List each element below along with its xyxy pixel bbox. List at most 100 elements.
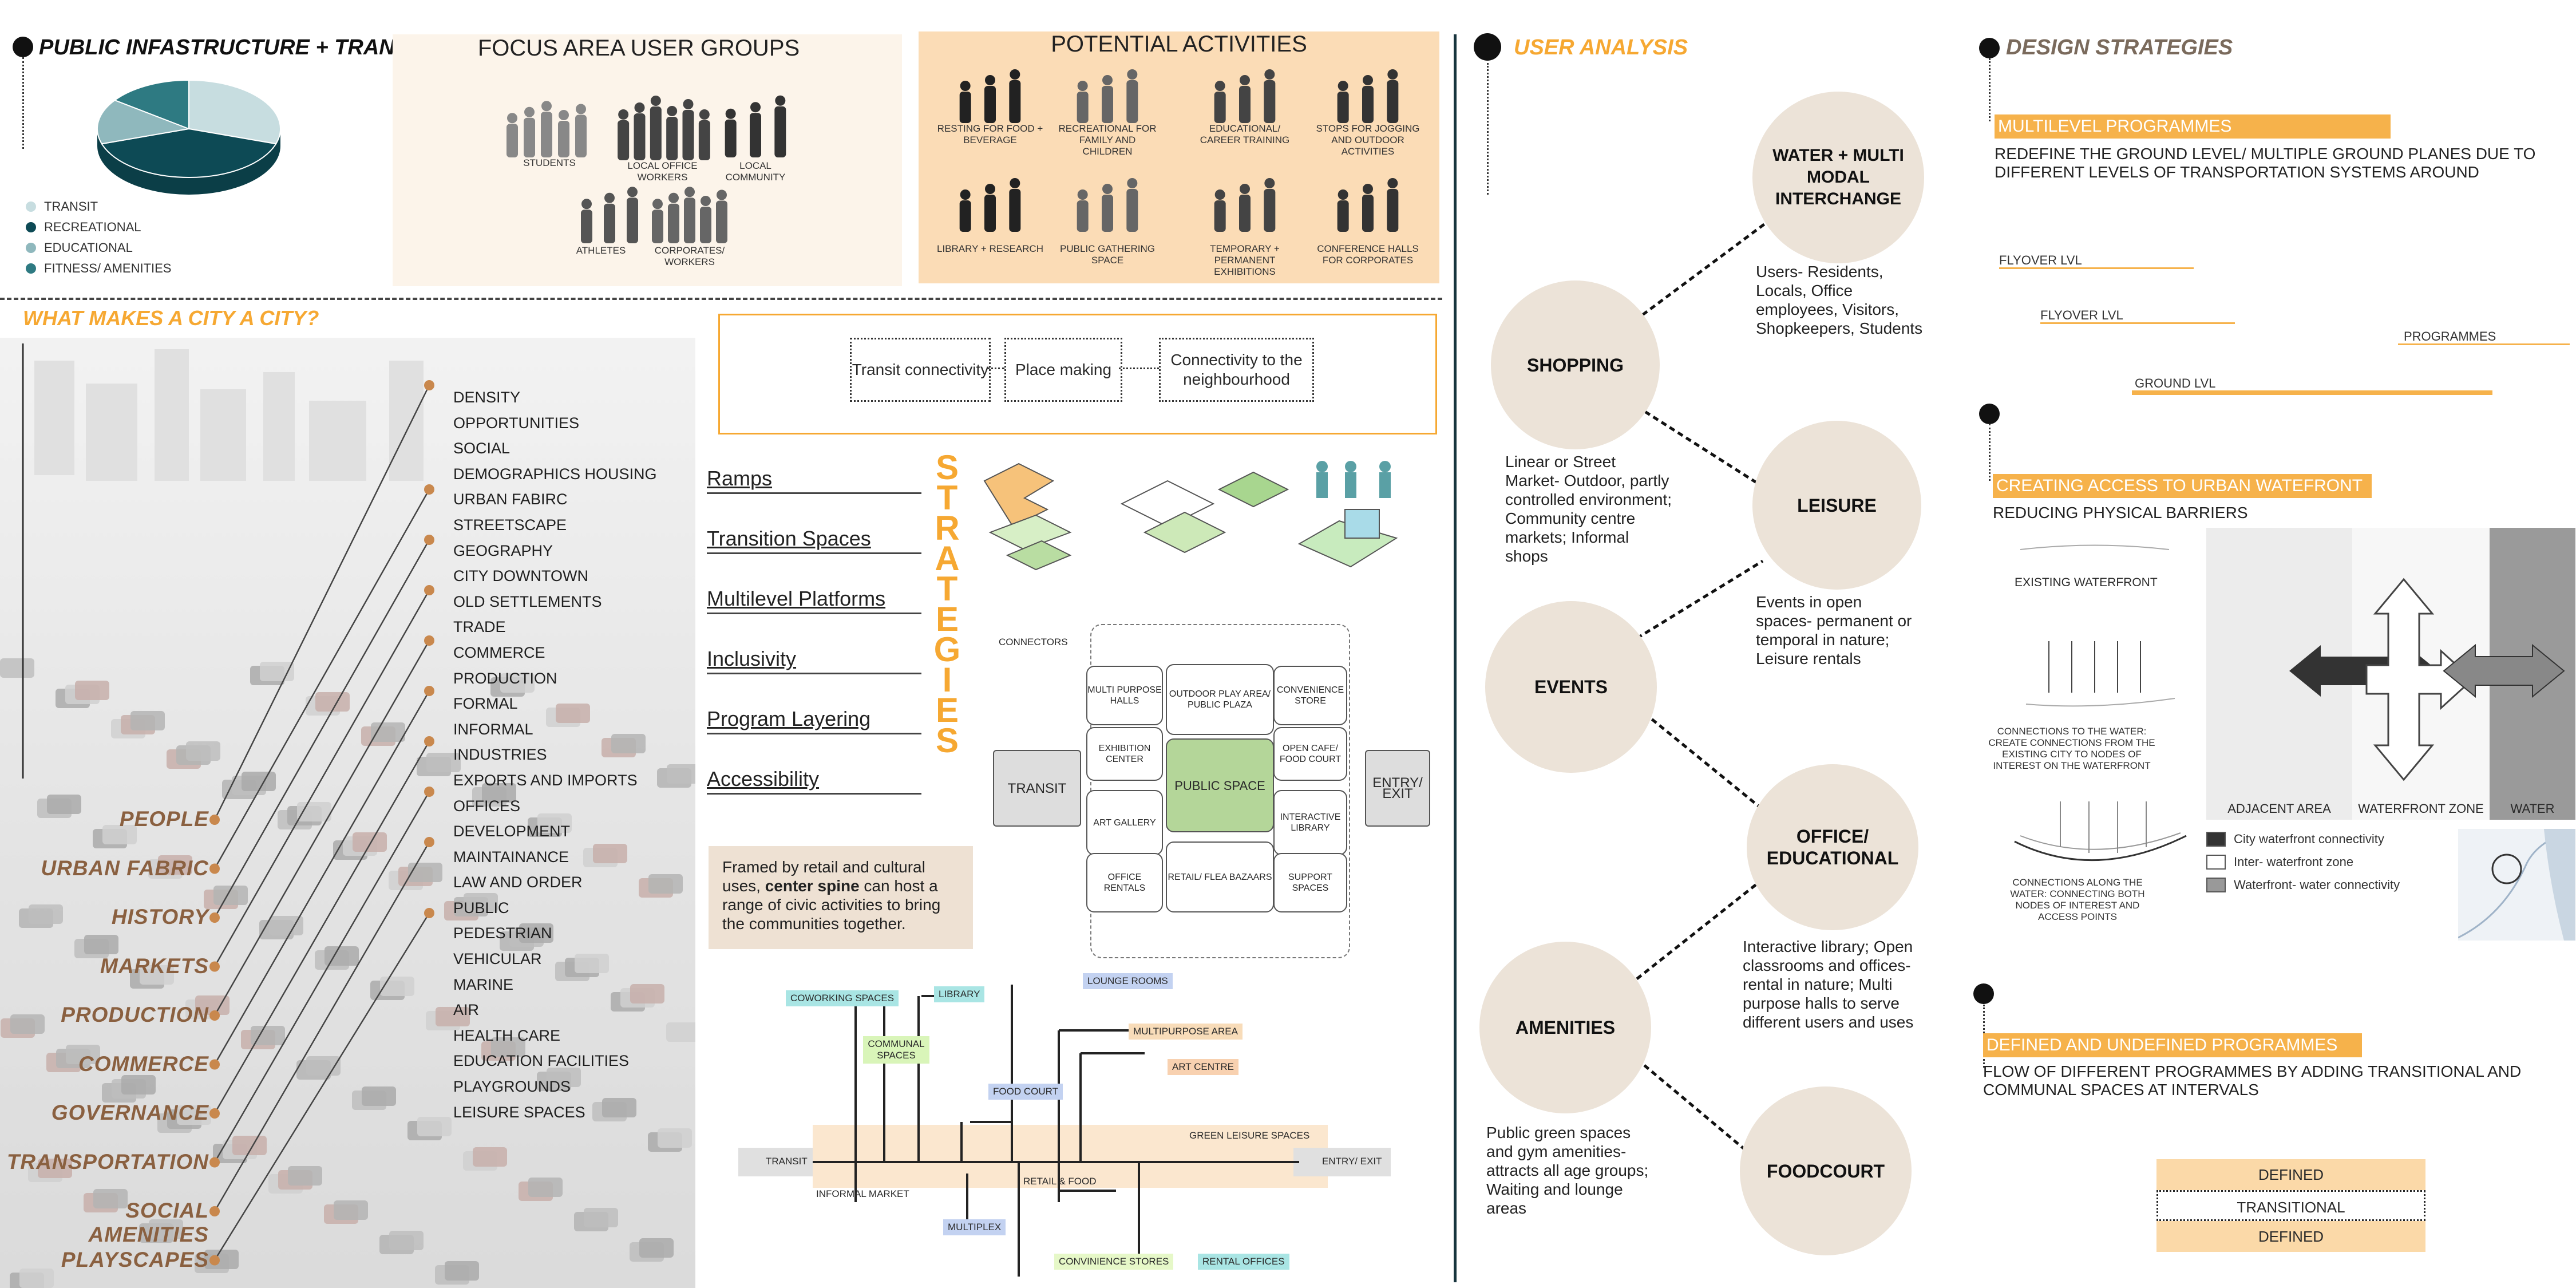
level-line (2398, 343, 2570, 345)
waterfront-sketch (2014, 544, 2187, 862)
car (667, 764, 695, 784)
legend-item: TRANSIT (26, 199, 98, 214)
city-attribute: PRODUCTION (453, 669, 557, 687)
car (149, 1219, 183, 1239)
section-bullet (1979, 38, 2000, 58)
category-dot (209, 1010, 220, 1021)
city-attribute: OFFICES (453, 797, 521, 815)
strategy-underline (707, 552, 921, 554)
section-bullet (1474, 33, 1501, 61)
zone-retail: RETAIL/ FLEA BAZAARS (1166, 841, 1274, 912)
strategy-item: Accessibility (707, 767, 820, 791)
car (519, 923, 553, 943)
category-dot (209, 815, 220, 825)
car (436, 1007, 470, 1026)
level-flyover-1: FLYOVER LVL (1999, 253, 2082, 267)
user-analysis-title: USER ANALYSIS (1514, 35, 1688, 60)
car (602, 1098, 636, 1117)
category-dot (209, 1059, 220, 1070)
city-attribute: PEDESTRIAN (453, 924, 552, 942)
user-analysis-links (1636, 222, 1767, 1163)
strategy-illustrations (983, 461, 1398, 571)
people-silhouette (1214, 178, 1276, 232)
city-attribute: DEMOGRAPHICS HOUSING (453, 465, 657, 483)
spine-informal: INFORMAL MARKET (816, 1188, 909, 1199)
city-attribute: OLD SETTLEMENTS (453, 592, 602, 610)
spine-lounge: LOUNGE ROOMS (1083, 973, 1173, 989)
car (213, 886, 248, 905)
user-group-label: LOCAL OFFICE WORKERS (627, 160, 698, 183)
car (666, 1022, 695, 1042)
activity-label: STOPS FOR JOGGING AND OUTDOOR ACTIVITIES (1316, 123, 1420, 157)
s3-label: DEFINED AND UNDEFINED PROGRAMMES (1983, 1033, 2362, 1057)
city-category: SOCIAL AMENITIES (88, 1199, 209, 1246)
car (593, 844, 627, 863)
people-silhouette (1214, 69, 1276, 123)
attribute-dot (424, 635, 434, 646)
desc-leisure: Events in open spaces- permanent or temp… (1756, 593, 1912, 667)
car (84, 935, 118, 954)
node-events: EVENTS (1485, 601, 1657, 773)
level-programmes: PROGRAMMES (2404, 329, 2496, 343)
city-attribute: CITY DOWNTOWN (453, 567, 588, 585)
legend-label: City waterfront connectivity (2234, 832, 2384, 846)
city-attribute: DENSITY (453, 389, 521, 406)
city-attribute: HEALTH CARE (453, 1026, 561, 1044)
legend-swatch (26, 243, 36, 253)
car (315, 692, 350, 712)
user-group-label: STUDENTS (523, 157, 576, 168)
strategy-underline (707, 613, 921, 614)
car (482, 783, 516, 803)
car (130, 711, 165, 730)
legend-swatch (26, 222, 36, 232)
activity-label: RECREATIONAL FOR FAMILY AND CHILDREN (1058, 123, 1157, 157)
focus-area-title: FOCUS AREA USER GROUPS (477, 35, 800, 61)
spine-transit: TRANSIT (766, 1156, 808, 1167)
city-category: COMMERCE (78, 1052, 209, 1076)
car (584, 1208, 618, 1227)
spine-multiplex: MULTIPLEX (943, 1219, 1006, 1235)
car (547, 1068, 581, 1087)
car (269, 916, 303, 935)
focus-area-panel (393, 34, 902, 286)
strategy-underline (707, 673, 921, 674)
strategy-underline (707, 733, 921, 734)
city-attribute: FORMAL (453, 695, 518, 713)
car (528, 1178, 563, 1197)
car (611, 734, 646, 753)
people-silhouette (1337, 69, 1399, 123)
note-rest: can host a range of civic activities to … (722, 877, 941, 933)
city-attribute: TRADE (453, 618, 506, 636)
activity-label: CONFERENCE HALLS FOR CORPORATES (1317, 243, 1419, 266)
city-attribute: MAINTAINANCE (453, 848, 569, 866)
divider (1487, 63, 1489, 195)
car (639, 1238, 674, 1258)
divider (1989, 58, 1991, 121)
car (75, 681, 109, 700)
category-connector (213, 690, 430, 1065)
car (658, 1128, 692, 1148)
spine-communal: COMMUNAL SPACES (863, 1036, 929, 1064)
people-silhouette (507, 101, 587, 157)
node-foodcourt: FOODCOURT (1740, 1086, 1912, 1255)
zone-interactive-library: INTERACTIVE LIBRARY (1273, 790, 1347, 855)
strategies-vertical-word: STRATEGIES (933, 448, 961, 760)
category-dot (209, 1157, 220, 1168)
main-divider (1454, 34, 1457, 1282)
goal-link (1119, 368, 1159, 369)
spine-entry: ENTRY/ EXIT (1322, 1156, 1382, 1167)
node-water-interchange: WATER + MULTI MODAL INTERCHANGE (1752, 92, 1924, 263)
connectors-label: CONNECTORS (999, 637, 1068, 647)
node-amenities: AMENITIES (1479, 942, 1651, 1113)
car (491, 1037, 525, 1057)
note-text: Framed by retail and cultural uses, (722, 858, 925, 895)
city-category: PLAYSCAPES (61, 1247, 209, 1271)
zone-transit: TRANSIT (993, 750, 1081, 827)
conn-caption-2: CONNECTIONS ALONG THE WATER: CONNECTING … (2010, 877, 2145, 922)
city-attribute: URBAN FABIRC (453, 491, 568, 508)
spine-rental: RENTAL OFFICES (1198, 1254, 1289, 1270)
strategy-item: Program Layering (707, 707, 871, 730)
car (408, 863, 442, 882)
car (232, 1136, 267, 1155)
section-bullet (13, 37, 33, 57)
